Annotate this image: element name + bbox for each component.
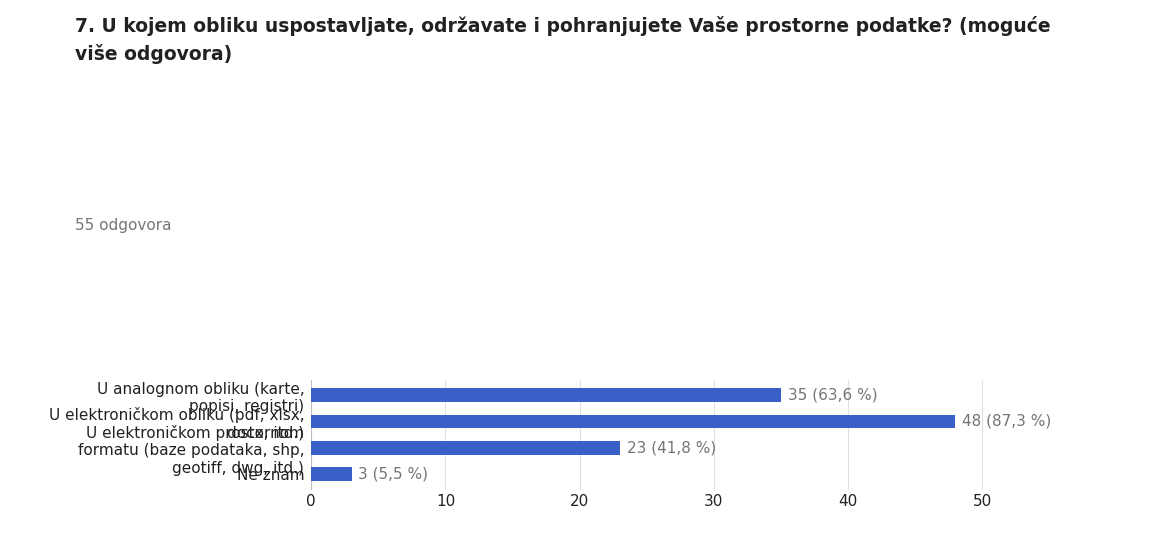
Text: 48 (87,3 %): 48 (87,3 %) <box>962 414 1052 429</box>
Text: 3 (5,5 %): 3 (5,5 %) <box>359 466 428 481</box>
Bar <box>311 388 781 402</box>
Text: 35 (63,6 %): 35 (63,6 %) <box>787 388 877 403</box>
Bar <box>311 467 352 481</box>
Bar <box>311 441 620 454</box>
Bar <box>311 415 956 428</box>
Text: 7. U kojem obliku uspostavljate, održavate i pohranjujete Vaše prostorne podatke: 7. U kojem obliku uspostavljate, održava… <box>75 16 1050 64</box>
Text: 55 odgovora: 55 odgovora <box>75 218 172 233</box>
Text: 23 (41,8 %): 23 (41,8 %) <box>626 440 716 455</box>
